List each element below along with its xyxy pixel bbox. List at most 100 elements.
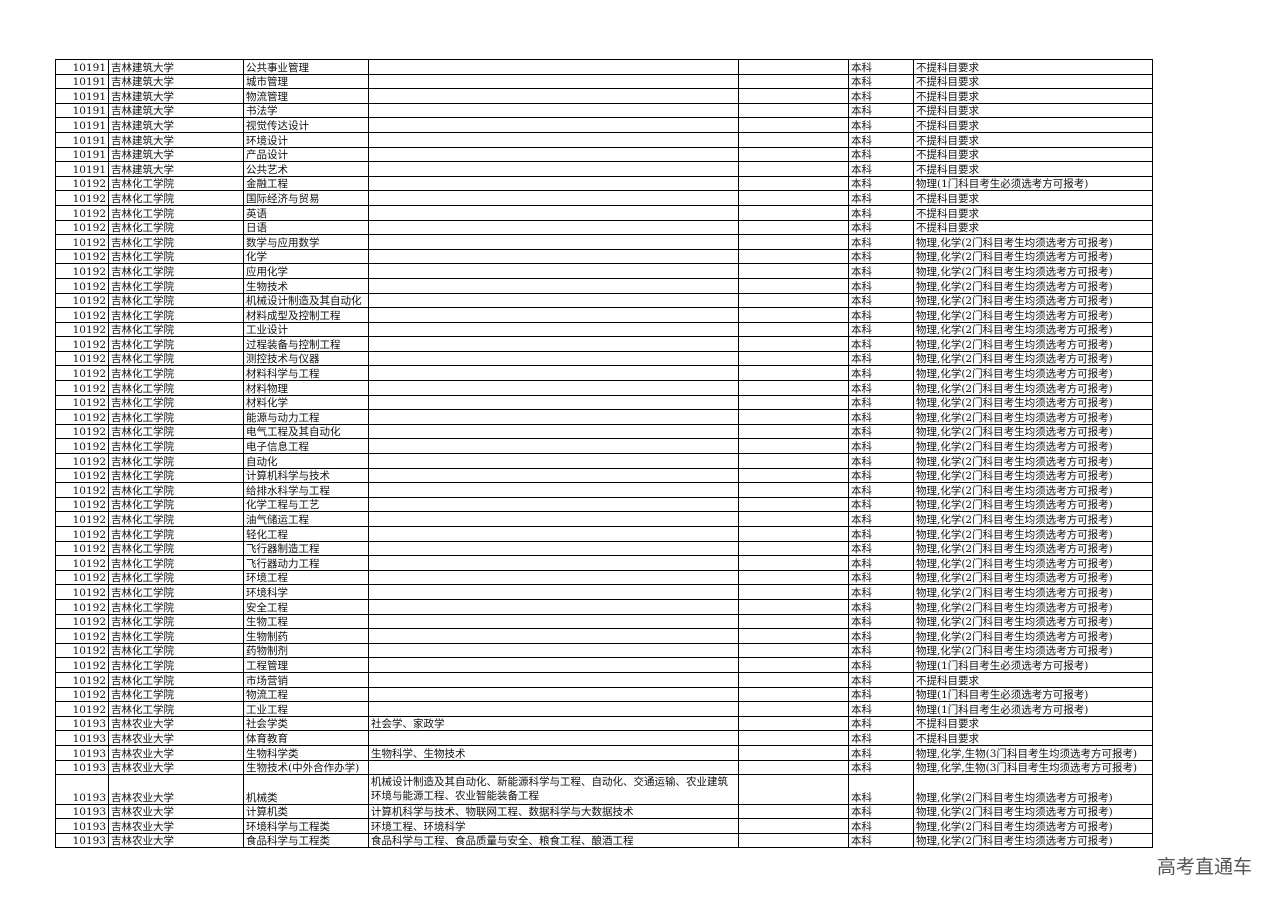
blank-cell	[738, 350, 849, 367]
code-cell: 10192	[55, 234, 109, 250]
major-cell: 自动化	[243, 453, 369, 469]
school-cell: 吉林建筑大学	[108, 88, 244, 104]
requirement-cell: 不提科目要求	[913, 204, 1153, 221]
code-cell: 10192	[55, 482, 109, 498]
level-cell: 本科	[848, 146, 914, 163]
blank-cell	[738, 73, 849, 90]
requirement-cell: 不提科目要求	[913, 102, 1153, 119]
includes-cell	[368, 263, 739, 279]
blank-cell	[738, 598, 849, 615]
table-row: 10192 吉林化工学院 安全工程 本科 物理,化学(2门科目考生均须选考方可报考)	[55, 598, 1153, 615]
school-cell: 吉林建筑大学	[108, 146, 244, 163]
school-cell: 吉林建筑大学	[108, 117, 244, 133]
blank-cell	[738, 117, 849, 133]
major-cell: 飞行器动力工程	[243, 555, 369, 571]
blank-cell	[738, 365, 849, 382]
requirement-cell: 物理,化学(2门科目考生均须选考方可报考)	[913, 803, 1153, 820]
table-row: 10192 吉林化工学院 轻化工程 本科 物理,化学(2门科目考生均须选考方可报考)	[55, 526, 1153, 542]
includes-cell	[368, 438, 739, 455]
major-cell: 给排水科学与工程	[243, 482, 369, 498]
level-cell: 本科	[848, 511, 914, 527]
level-cell: 本科	[848, 540, 914, 557]
major-cell: 物流管理	[243, 88, 369, 104]
major-cell: 环境工程	[243, 569, 369, 586]
school-cell: 吉林农业大学	[108, 730, 244, 746]
code-cell: 10192	[55, 365, 109, 382]
blank-cell	[738, 292, 849, 309]
blank-cell	[738, 526, 849, 542]
school-cell: 吉林农业大学	[108, 774, 244, 805]
level-cell: 本科	[848, 102, 914, 119]
code-cell: 10192	[55, 584, 109, 600]
includes-cell	[368, 569, 739, 586]
school-cell: 吉林化工学院	[108, 467, 244, 484]
blank-cell	[738, 423, 849, 440]
school-cell: 吉林化工学院	[108, 365, 244, 382]
code-cell: 10191	[55, 73, 109, 90]
school-cell: 吉林化工学院	[108, 569, 244, 586]
school-cell: 吉林建筑大学	[108, 59, 244, 75]
code-cell: 10192	[55, 248, 109, 265]
requirement-cell: 物理,化学(2门科目考生均须选考方可报考)	[913, 277, 1153, 294]
includes-cell	[368, 321, 739, 338]
includes-cell	[368, 453, 739, 469]
requirement-cell: 物理,化学(2门科目考生均须选考方可报考)	[913, 453, 1153, 469]
requirement-cell: 不提科目要求	[913, 715, 1153, 732]
code-cell: 10192	[55, 263, 109, 279]
includes-cell	[368, 161, 739, 177]
includes-cell	[368, 511, 739, 527]
code-cell: 10192	[55, 701, 109, 717]
blank-cell	[738, 321, 849, 338]
school-cell: 吉林建筑大学	[108, 131, 244, 148]
school-cell: 吉林化工学院	[108, 482, 244, 498]
includes-cell	[368, 671, 739, 688]
major-cell: 视觉传达设计	[243, 117, 369, 133]
requirement-cell: 物理,化学(2门科目考生均须选考方可报考)	[913, 380, 1153, 396]
requirement-cell: 物理(1门科目考生必须选考方可报考)	[913, 701, 1153, 717]
level-cell: 本科	[848, 555, 914, 571]
includes-cell	[368, 131, 739, 148]
requirement-cell: 物理,化学(2门科目考生均须选考方可报考)	[913, 248, 1153, 265]
level-cell: 本科	[848, 277, 914, 294]
school-cell: 吉林化工学院	[108, 526, 244, 542]
blank-cell	[738, 744, 849, 761]
includes-cell	[368, 394, 739, 411]
blank-cell	[738, 409, 849, 425]
requirement-cell: 物理,化学(2门科目考生均须选考方可报考)	[913, 511, 1153, 527]
includes-cell	[368, 204, 739, 221]
major-cell: 物流工程	[243, 686, 369, 703]
school-cell: 吉林化工学院	[108, 598, 244, 615]
school-cell: 吉林化工学院	[108, 657, 244, 673]
table-row: 10191 吉林建筑大学 公共艺术 本科 不提科目要求	[55, 161, 1153, 177]
requirement-cell: 不提科目要求	[913, 88, 1153, 104]
school-cell: 吉林化工学院	[108, 540, 244, 557]
includes-cell	[368, 613, 739, 630]
major-cell: 体育教育	[243, 730, 369, 746]
major-cell: 电气工程及其自动化	[243, 423, 369, 440]
major-cell: 药物制剂	[243, 642, 369, 659]
level-cell: 本科	[848, 613, 914, 630]
school-cell: 吉林建筑大学	[108, 73, 244, 90]
code-cell: 10192	[55, 511, 109, 527]
level-cell: 本科	[848, 204, 914, 221]
includes-cell	[368, 146, 739, 163]
table-row: 10192 吉林化工学院 日语 本科 不提科目要求	[55, 219, 1153, 236]
major-cell: 市场营销	[243, 671, 369, 688]
school-cell: 吉林化工学院	[108, 453, 244, 469]
major-cell: 能源与动力工程	[243, 409, 369, 425]
major-cell: 材料物理	[243, 380, 369, 396]
school-cell: 吉林化工学院	[108, 336, 244, 352]
code-cell: 10191	[55, 59, 109, 75]
table-row: 10192 吉林化工学院 药物制剂 本科 物理,化学(2门科目考生均须选考方可报考)	[55, 642, 1153, 659]
level-cell: 本科	[848, 131, 914, 148]
table-row: 10192 吉林化工学院 飞行器动力工程 本科 物理,化学(2门科目考生均须选考方可报考…	[55, 555, 1153, 571]
requirement-cell: 物理,化学(2门科目考生均须选考方可报考)	[913, 555, 1153, 571]
level-cell: 本科	[848, 803, 914, 820]
table-row: 10192 吉林化工学院 能源与动力工程 本科 物理,化学(2门科目考生均须选考方可报考…	[55, 409, 1153, 425]
school-cell: 吉林化工学院	[108, 686, 244, 703]
major-cell: 食品科学与工程类	[243, 832, 369, 849]
level-cell: 本科	[848, 818, 914, 834]
includes-cell	[368, 117, 739, 133]
code-cell: 10192	[55, 642, 109, 659]
